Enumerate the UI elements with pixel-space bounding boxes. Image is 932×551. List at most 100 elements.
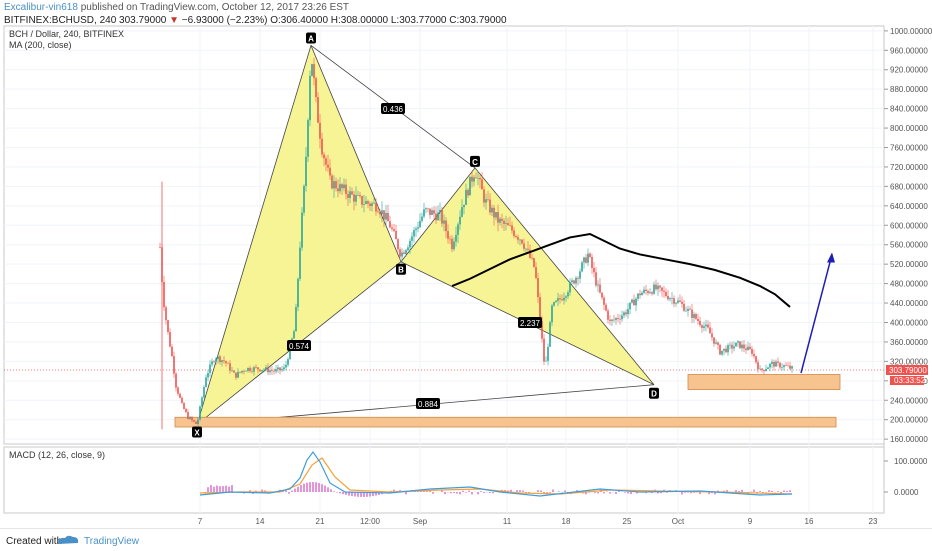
candle-body [259, 369, 261, 372]
macd-pane[interactable] [3, 446, 885, 514]
candle-body [633, 299, 635, 306]
candle-body [761, 368, 763, 371]
drawings: X A B C D 0.436 0.574 2.237 0.884 [192, 32, 835, 438]
candle-body [703, 326, 705, 328]
candle-body [367, 201, 369, 204]
candle-body [573, 280, 575, 284]
candle-body [223, 360, 225, 362]
candle-body [643, 289, 645, 293]
candle-body [707, 324, 709, 328]
candle-body [477, 177, 479, 179]
candle-body [665, 291, 667, 296]
ratio-label: 0.884 [418, 400, 439, 409]
candle-body [555, 300, 557, 303]
candle-body [667, 295, 669, 300]
candle-body [729, 344, 731, 346]
candle-body [605, 304, 607, 311]
candle-body [479, 177, 481, 180]
candle-body [759, 368, 761, 370]
candle-body [501, 218, 503, 221]
candle-body [509, 225, 511, 226]
x-tick-label: 23 [869, 517, 878, 526]
candle-body [175, 373, 177, 388]
candle-body [341, 184, 343, 189]
candle-body [571, 280, 573, 283]
y-tick-label: 520.00000 [890, 260, 928, 269]
candle-body [425, 208, 427, 210]
candle-body [513, 230, 515, 237]
candle-body [663, 290, 665, 292]
last-price-label: 303.79000 [889, 366, 927, 375]
candle-body [207, 372, 209, 378]
candle-body [281, 369, 283, 371]
candle-body [235, 372, 237, 378]
candle-body [297, 278, 299, 308]
candle-body [171, 346, 173, 357]
candle-body [405, 250, 407, 254]
candle-body [229, 363, 231, 371]
tradingview-brand[interactable]: TradingView [84, 536, 140, 547]
candle-body [577, 277, 579, 279]
candle-body [205, 377, 207, 388]
candle-body [475, 177, 477, 179]
candle-body [557, 298, 559, 301]
x-tick-label: 9 [748, 517, 753, 526]
candle-body [423, 209, 425, 217]
candle-body [343, 184, 345, 189]
candle-body [757, 362, 759, 370]
candle-body [309, 75, 311, 121]
candle-body [591, 256, 593, 268]
candle-body [527, 248, 529, 250]
candle-body [751, 348, 753, 354]
x-tick-label: Sep [413, 517, 428, 526]
ma-200-line [451, 232, 791, 308]
candle-body [371, 203, 373, 207]
candle-body [645, 289, 647, 291]
candle-body [609, 319, 611, 321]
candle-body [507, 223, 509, 226]
candle-body [261, 370, 263, 372]
support-zone [174, 416, 837, 428]
candle-body [733, 346, 735, 349]
candle-body [303, 185, 305, 213]
created-with-text: Created with [6, 536, 63, 547]
candle-body [379, 212, 381, 215]
candle-body [619, 318, 621, 320]
candle-body [485, 199, 487, 203]
candle-body [693, 314, 695, 318]
candle-body [239, 371, 241, 373]
candle-body [429, 208, 431, 215]
chart-canvas[interactable]: X A B C D 0.436 0.574 2.237 0.884 160.00000 200.0… [0, 0, 932, 528]
y-tick-label: 440.00000 [890, 299, 928, 308]
last-price-tag [886, 365, 928, 375]
candle-body [497, 212, 499, 223]
candle-body [389, 221, 391, 228]
candle-body [417, 227, 419, 229]
countdown-tag [890, 376, 924, 385]
candle-body [551, 305, 553, 323]
candle-body [363, 203, 365, 205]
candle-body [743, 344, 745, 349]
author-link[interactable]: Excalibur-vin618 [4, 2, 78, 13]
candle-body [741, 344, 743, 349]
candle-body [489, 199, 491, 213]
candle-body [659, 285, 661, 288]
point-label: A [308, 34, 314, 43]
candle-body [579, 271, 581, 279]
down-arrow-icon: ▼ [169, 15, 180, 26]
candle-body [581, 262, 583, 272]
candle-body [695, 314, 697, 319]
candle-body [745, 348, 747, 351]
candle-body [441, 209, 443, 224]
y-tick-label: 560.00000 [890, 241, 928, 250]
y-tick-label: 320.00000 [890, 357, 928, 366]
publish-info: Excalibur-vin618 published on TradingVie… [4, 2, 349, 13]
signal-line [199, 457, 793, 495]
y-tick-label: 360.00000 [890, 338, 928, 347]
candle-body [347, 194, 349, 199]
candle-body [275, 369, 277, 372]
candle-body [289, 344, 291, 360]
candle-body [781, 367, 783, 368]
candle-body [673, 298, 675, 304]
candle-body [583, 257, 585, 263]
